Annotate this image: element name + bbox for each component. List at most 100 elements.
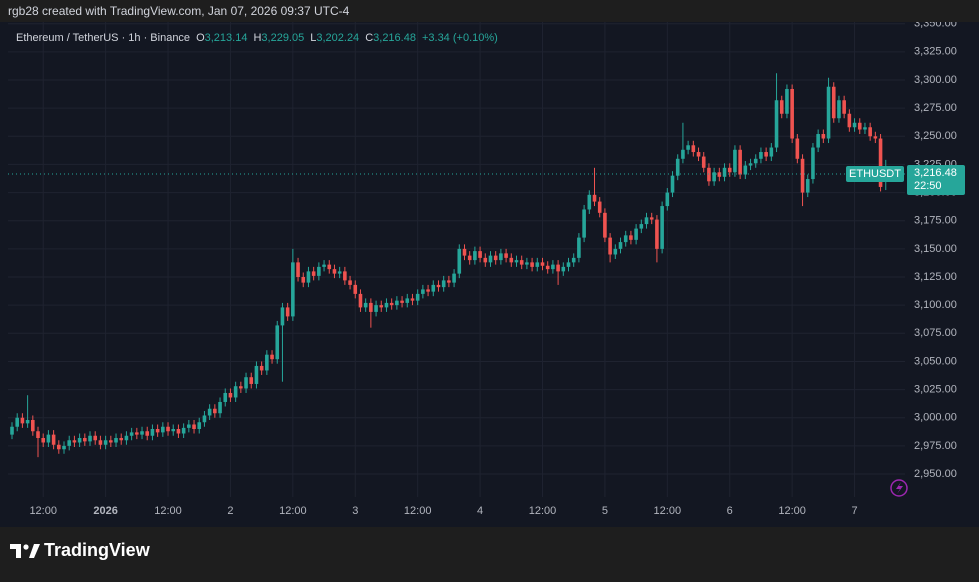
candle-body [785, 88, 789, 114]
candle-body [764, 152, 768, 157]
candle-body [821, 134, 826, 139]
candle-body [504, 253, 508, 258]
y-tick-label: 3,025.00 [914, 383, 957, 395]
candle-body [311, 271, 316, 276]
candle-body [129, 432, 134, 436]
logo-slash [29, 544, 40, 558]
candle-body [717, 172, 722, 177]
candle-body [634, 228, 638, 240]
candle-body [467, 255, 472, 261]
candle-body [499, 253, 503, 261]
candle-body [655, 219, 659, 249]
candle-body [488, 255, 493, 263]
x-tick-label: 2 [227, 505, 233, 517]
candle-body [395, 300, 399, 306]
y-tick-label: 3,075.00 [914, 327, 957, 339]
candle-body [514, 260, 519, 263]
legend: Ethereum / TetherUS · 1h · Binance O3,213… [16, 32, 498, 44]
alert-icon[interactable] [890, 479, 908, 497]
candle-body [587, 194, 592, 210]
candles [8, 73, 905, 458]
candle-body [686, 145, 690, 150]
axes: 2,950.00 2,975.00 3,000.00 3,025.00 3,050.00… [29, 22, 965, 517]
candle-body [109, 440, 113, 443]
candle-body [192, 424, 196, 429]
candle-body [639, 224, 644, 229]
candle-body [707, 167, 711, 182]
candle-body [374, 305, 378, 312]
candle-body [46, 434, 51, 443]
candle-body [545, 265, 550, 270]
candle-body [51, 434, 56, 445]
candle-body [493, 255, 498, 261]
candle-body [233, 386, 238, 398]
candle-body [353, 284, 358, 294]
alert-icon-bolt [896, 482, 903, 494]
candle-body [478, 251, 482, 258]
candle-body [712, 172, 716, 182]
candle-body [447, 280, 451, 283]
candle-body [800, 158, 805, 193]
candle-body [748, 163, 753, 166]
candle-body [753, 158, 758, 164]
candle-body [369, 302, 373, 312]
candle-body [556, 264, 560, 272]
x-tick-label: 12:00 [778, 505, 806, 517]
legend-value: 3,202.24 [316, 32, 359, 44]
candle-body [811, 147, 815, 180]
candle-body [254, 365, 259, 384]
candle-body [187, 424, 191, 428]
y-tick-label: 3,100.00 [914, 299, 957, 311]
price-tag-bg [907, 165, 965, 196]
candle-body [852, 122, 857, 128]
candle-body [249, 377, 254, 384]
legend-key: L [310, 32, 316, 44]
candle-body [280, 307, 285, 326]
candle-body [727, 167, 732, 173]
candle-body [618, 242, 623, 249]
candle-body [327, 264, 332, 270]
candle-body [181, 427, 186, 434]
candle-body [228, 392, 233, 398]
candle-body [795, 138, 800, 159]
candle-body [436, 284, 441, 288]
candle-body [135, 432, 139, 435]
candle-body [675, 158, 680, 176]
candle-body [644, 217, 649, 225]
header-text: rgb28 created with TradingView.com, Jan … [8, 4, 350, 18]
price-tag: 3,216.48 [914, 167, 957, 179]
candle-body [759, 152, 763, 159]
candle-body [114, 438, 118, 443]
legend-value: 3,213.14 [205, 32, 248, 44]
candle-body [207, 408, 212, 416]
legend-change: +3.34 (+0.10%) [422, 32, 498, 44]
candle-body [218, 401, 222, 414]
candle-body [530, 262, 534, 267]
candle-body [525, 262, 529, 265]
candle-body [665, 192, 670, 207]
candle-body [571, 257, 576, 263]
candle-body [873, 136, 878, 139]
candle-body [691, 145, 696, 153]
y-tick-label: 3,275.00 [914, 102, 957, 114]
x-tick-label: 2026 [93, 505, 117, 517]
y-tick-label: 3,050.00 [914, 355, 957, 367]
candle-body [623, 235, 628, 243]
x-tick-label: 6 [727, 505, 733, 517]
candle-body [421, 289, 425, 294]
candle-body [72, 440, 77, 443]
y-tick-label: 2,975.00 [914, 440, 957, 452]
candle-body [322, 264, 326, 267]
candle-body [296, 262, 300, 278]
candle-body [244, 377, 248, 389]
candle-body [816, 134, 820, 148]
candle-body [842, 100, 846, 114]
candle-body [77, 438, 82, 443]
candle-body [790, 88, 794, 139]
candle-body [83, 438, 87, 442]
candle-body [608, 237, 612, 255]
candle-body [805, 179, 810, 193]
candle-body [743, 165, 748, 175]
candle-body [317, 266, 321, 276]
